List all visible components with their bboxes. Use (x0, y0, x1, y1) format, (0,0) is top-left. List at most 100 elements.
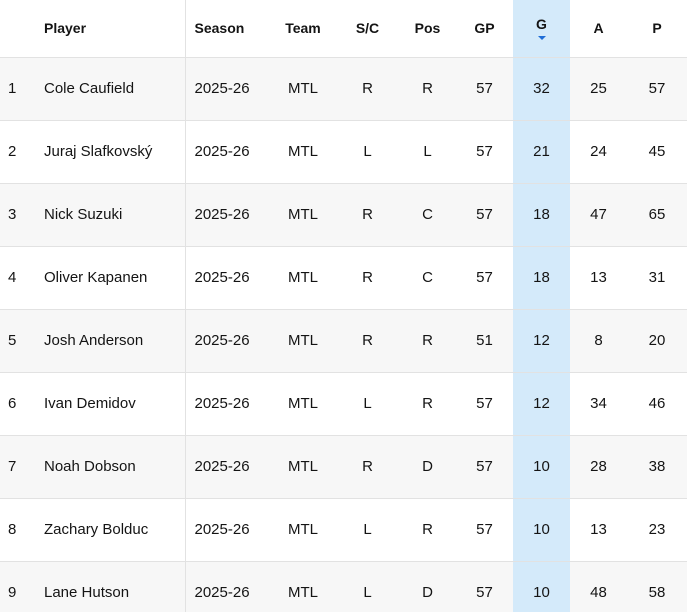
column-header-gp[interactable]: GP (456, 0, 513, 57)
column-label-player: Player (44, 20, 87, 37)
cell-shoots: R (336, 434, 399, 498)
cell-p: 46 (627, 371, 687, 435)
cell-rank: 6 (0, 371, 42, 435)
cell-a: 13 (570, 497, 627, 561)
cell-rank: 8 (0, 497, 42, 561)
cell-gp: 57 (456, 371, 513, 435)
cell-rank: 4 (0, 245, 42, 309)
cell-p: 65 (627, 182, 687, 246)
cell-team: MTL (270, 245, 336, 309)
cell-gp: 57 (456, 182, 513, 246)
cell-a: 24 (570, 119, 627, 183)
column-header-season[interactable]: Season (185, 0, 270, 57)
cell-a: 47 (570, 182, 627, 246)
cell-pos: C (399, 182, 456, 246)
cell-team: MTL (270, 497, 336, 561)
column-header-player[interactable]: Player (42, 0, 186, 57)
cell-pos: L (399, 119, 456, 183)
table-row: 4 Oliver Kapanen 2025-26 MTL R C 57 18 13 31 (0, 245, 687, 309)
cell-season: 2025-26 (185, 245, 270, 309)
cell-rank: 5 (0, 308, 42, 372)
cell-shoots: R (336, 308, 399, 372)
cell-player: Nick Suzuki (42, 182, 186, 246)
sort-desc-icon (537, 36, 546, 41)
column-label-gp: GP (474, 20, 495, 37)
cell-g: 10 (513, 497, 570, 561)
table-body: 1 Cole Caufield 2025-26 MTL R R 57 32 25 57 2 Juraj… (0, 56, 687, 612)
cell-gp: 57 (456, 560, 513, 612)
cell-pos: D (399, 560, 456, 612)
column-label-team: Team (285, 20, 321, 37)
cell-shoots: L (336, 560, 399, 612)
cell-p: 20 (627, 308, 687, 372)
cell-player: Oliver Kapanen (42, 245, 186, 309)
cell-a: 8 (570, 308, 627, 372)
cell-team: MTL (270, 371, 336, 435)
column-label-season: Season (194, 20, 245, 37)
cell-rank: 3 (0, 182, 42, 246)
column-label-g: G (536, 16, 547, 33)
cell-shoots: L (336, 119, 399, 183)
cell-team: MTL (270, 434, 336, 498)
cell-gp: 57 (456, 245, 513, 309)
cell-rank: 9 (0, 560, 42, 612)
cell-season: 2025-26 (185, 497, 270, 561)
cell-player: Cole Caufield (42, 56, 186, 120)
cell-p: 57 (627, 56, 687, 120)
cell-a: 28 (570, 434, 627, 498)
table-row: 7 Noah Dobson 2025-26 MTL R D 57 10 28 38 (0, 434, 687, 498)
cell-g: 21 (513, 119, 570, 183)
cell-p: 58 (627, 560, 687, 612)
cell-gp: 57 (456, 119, 513, 183)
cell-player: Juraj Slafkovský (42, 119, 186, 183)
cell-shoots: L (336, 371, 399, 435)
cell-player: Zachary Bolduc (42, 497, 186, 561)
column-label-pos: Pos (414, 20, 441, 37)
cell-gp: 57 (456, 56, 513, 120)
column-header-shoots[interactable]: S/C (336, 0, 399, 57)
cell-pos: D (399, 434, 456, 498)
header-row: Player Season Team S/C Pos GP G A P (0, 0, 687, 57)
table-row: 2 Juraj Slafkovský 2025-26 MTL L L 57 21 24 45 (0, 119, 687, 183)
cell-pos: R (399, 371, 456, 435)
column-header-p[interactable]: P (627, 0, 687, 57)
cell-shoots: R (336, 182, 399, 246)
cell-p: 31 (627, 245, 687, 309)
table-row: 5 Josh Anderson 2025-26 MTL R R 51 12 8 20 (0, 308, 687, 372)
column-header-team[interactable]: Team (270, 0, 336, 57)
cell-a: 48 (570, 560, 627, 612)
column-label-p: P (652, 20, 662, 37)
cell-gp: 51 (456, 308, 513, 372)
cell-season: 2025-26 (185, 308, 270, 372)
column-header-pos[interactable]: Pos (399, 0, 456, 57)
table-row: 1 Cole Caufield 2025-26 MTL R R 57 32 25 57 (0, 56, 687, 120)
cell-team: MTL (270, 56, 336, 120)
cell-rank: 1 (0, 56, 42, 120)
cell-g: 10 (513, 560, 570, 612)
cell-gp: 57 (456, 497, 513, 561)
cell-shoots: L (336, 497, 399, 561)
cell-season: 2025-26 (185, 371, 270, 435)
cell-a: 34 (570, 371, 627, 435)
cell-g: 10 (513, 434, 570, 498)
table-row: 6 Ivan Demidov 2025-26 MTL L R 57 12 34 46 (0, 371, 687, 435)
column-header-a[interactable]: A (570, 0, 627, 57)
cell-team: MTL (270, 560, 336, 612)
cell-g: 18 (513, 182, 570, 246)
cell-pos: R (399, 497, 456, 561)
cell-season: 2025-26 (185, 560, 270, 612)
cell-player: Noah Dobson (42, 434, 186, 498)
cell-player: Josh Anderson (42, 308, 186, 372)
cell-season: 2025-26 (185, 119, 270, 183)
cell-team: MTL (270, 119, 336, 183)
cell-g: 18 (513, 245, 570, 309)
column-header-rank[interactable] (0, 0, 42, 57)
cell-pos: R (399, 56, 456, 120)
cell-a: 25 (570, 56, 627, 120)
cell-gp: 57 (456, 434, 513, 498)
column-header-g[interactable]: G (513, 0, 570, 57)
cell-g: 12 (513, 371, 570, 435)
cell-pos: C (399, 245, 456, 309)
cell-p: 38 (627, 434, 687, 498)
